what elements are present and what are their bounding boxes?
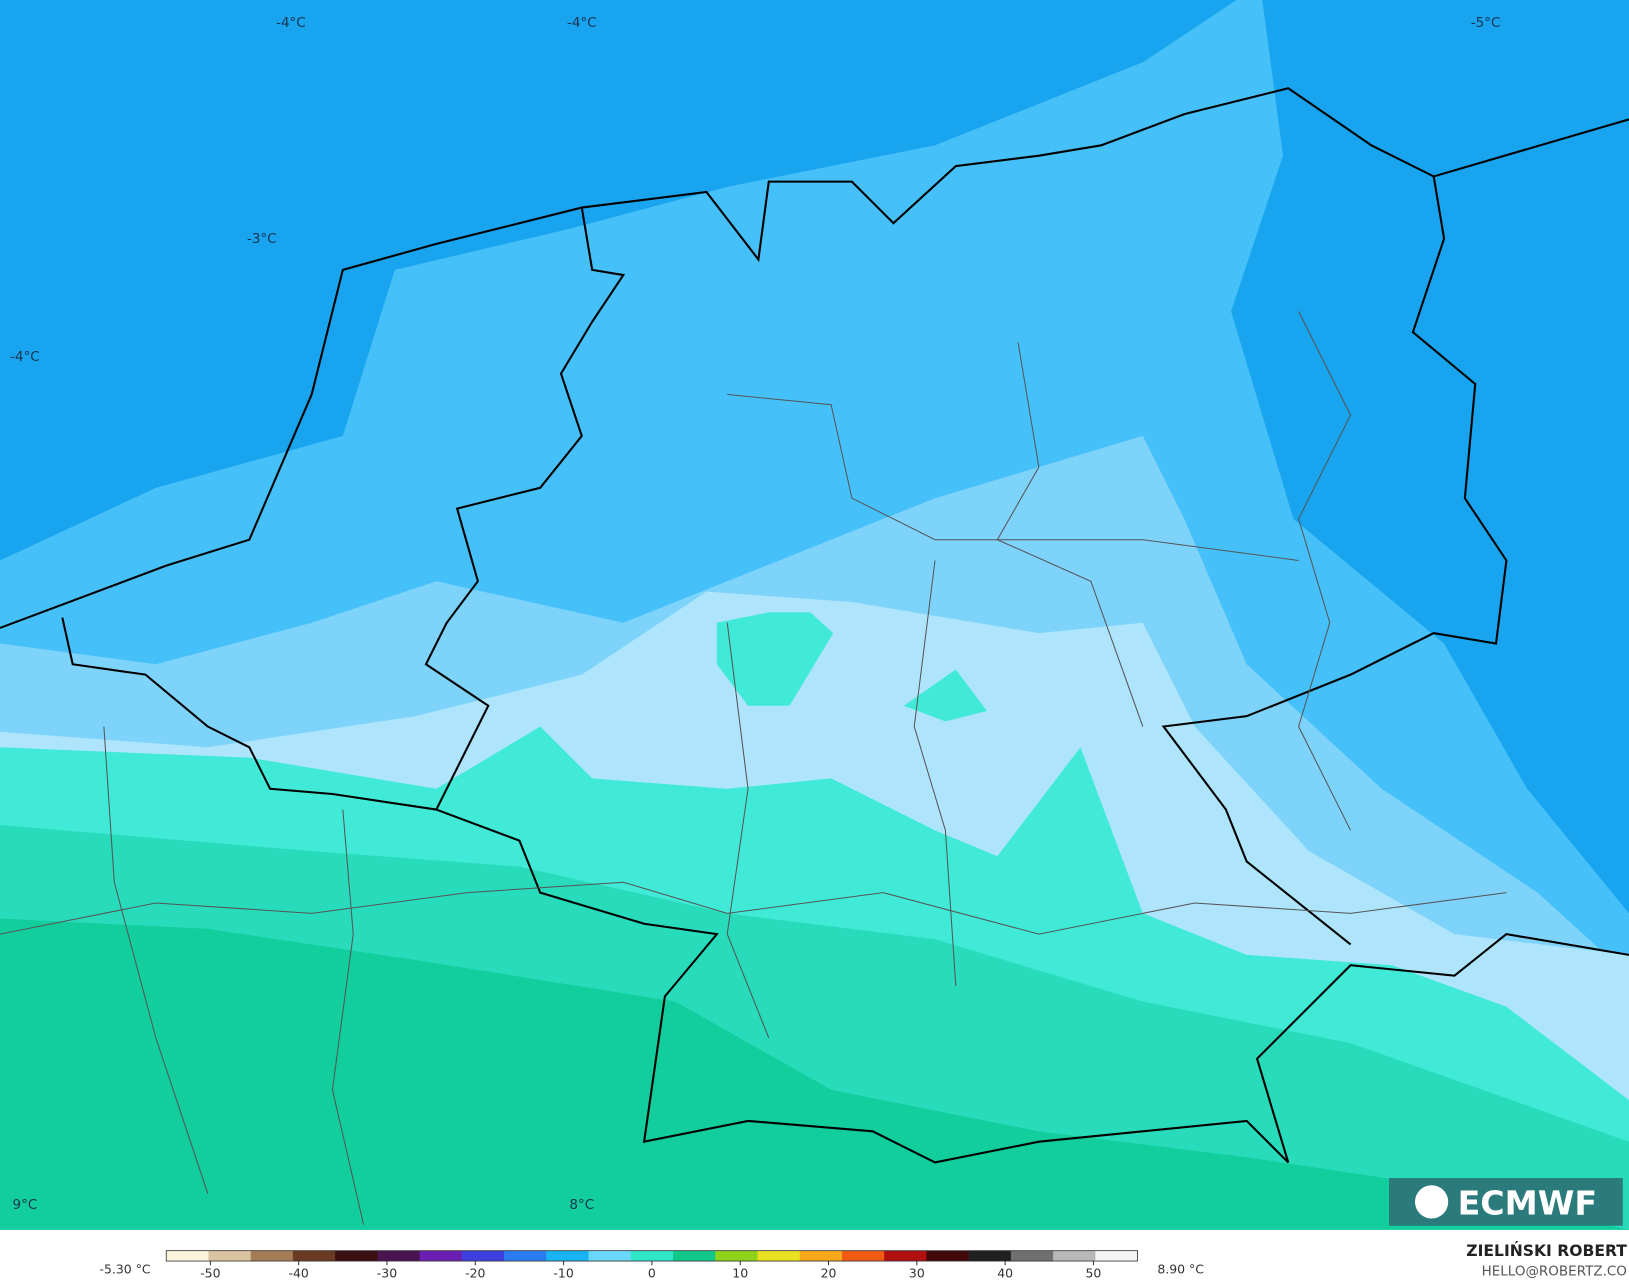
colorbar-segment — [504, 1250, 547, 1262]
contour-label: 9°C — [13, 1197, 38, 1213]
colorbar-tick-label: -20 — [465, 1266, 485, 1281]
colorbar-segment — [968, 1250, 1012, 1262]
colorbar-segment — [1010, 1250, 1054, 1262]
colorbar-tick-label: -30 — [377, 1266, 397, 1281]
colorbar-segment — [757, 1250, 801, 1262]
colorbar-segment — [208, 1250, 252, 1262]
colorbar-segment — [335, 1250, 378, 1262]
colorbar-tick-label: 20 — [821, 1266, 837, 1281]
colorbar-segment — [588, 1250, 632, 1262]
borders — [0, 87, 1629, 1225]
colorbar-tick-label: -40 — [289, 1266, 309, 1281]
logo-text: ECMWF — [1458, 1183, 1598, 1222]
contour-label: -4°C — [10, 349, 40, 365]
colorbar-tick-label: 10 — [732, 1266, 748, 1281]
colorbar-segment — [419, 1250, 463, 1262]
colorbar-segment — [1095, 1250, 1139, 1262]
contour-labels: -4°C -4°C -5°C -3°C -4°C 9°C 8°C — [10, 15, 1500, 1213]
colorbar-tick-label: -10 — [553, 1266, 573, 1281]
contour-label: -5°C — [1471, 15, 1501, 31]
logo: ECMWF — [1389, 1178, 1623, 1226]
colorbar-tick-label: 30 — [909, 1266, 925, 1281]
colorbar-tick-label: -50 — [200, 1266, 220, 1281]
colorbar-segment — [461, 1250, 505, 1262]
contour-label: -4°C — [276, 15, 306, 31]
max-label: 8.90 °C — [1157, 1262, 1204, 1277]
contact: HELLO@ROBERTZ.CO — [1482, 1264, 1627, 1280]
colorbar-segment — [630, 1250, 674, 1262]
contour-label: -4°C — [567, 15, 597, 31]
colorbar-segment — [377, 1250, 421, 1262]
colorbar-segment — [546, 1250, 590, 1262]
colorbar-tick-label: 0 — [648, 1266, 656, 1281]
colorbar-segment — [1053, 1250, 1096, 1262]
colorbar-segment — [673, 1250, 716, 1262]
colorbar-segment — [715, 1250, 759, 1262]
colorbar-segment — [926, 1250, 970, 1262]
contour-label: -3°C — [247, 231, 277, 247]
temperature-field — [0, 0, 1629, 1230]
colorbar-segment — [799, 1250, 843, 1262]
contour-label: 8°C — [569, 1197, 594, 1213]
colorbar-segment — [292, 1250, 336, 1262]
colorbar-segment — [250, 1250, 294, 1262]
min-label: -5.30 °C — [100, 1262, 151, 1277]
colorbar: -50 -40 -30 -20 -10 0 10 20 30 40 50 — [165, 1250, 1139, 1281]
colorbar-segment — [166, 1250, 209, 1262]
colorbar-tick-label: 40 — [997, 1266, 1013, 1281]
colorbar-tick-label: 50 — [1086, 1266, 1102, 1281]
colorbar-segment — [884, 1250, 927, 1262]
logo-icon — [1414, 1185, 1449, 1219]
colorbar-segment — [841, 1250, 885, 1262]
author: ZIELIŃSKI ROBERT — [1466, 1241, 1627, 1260]
